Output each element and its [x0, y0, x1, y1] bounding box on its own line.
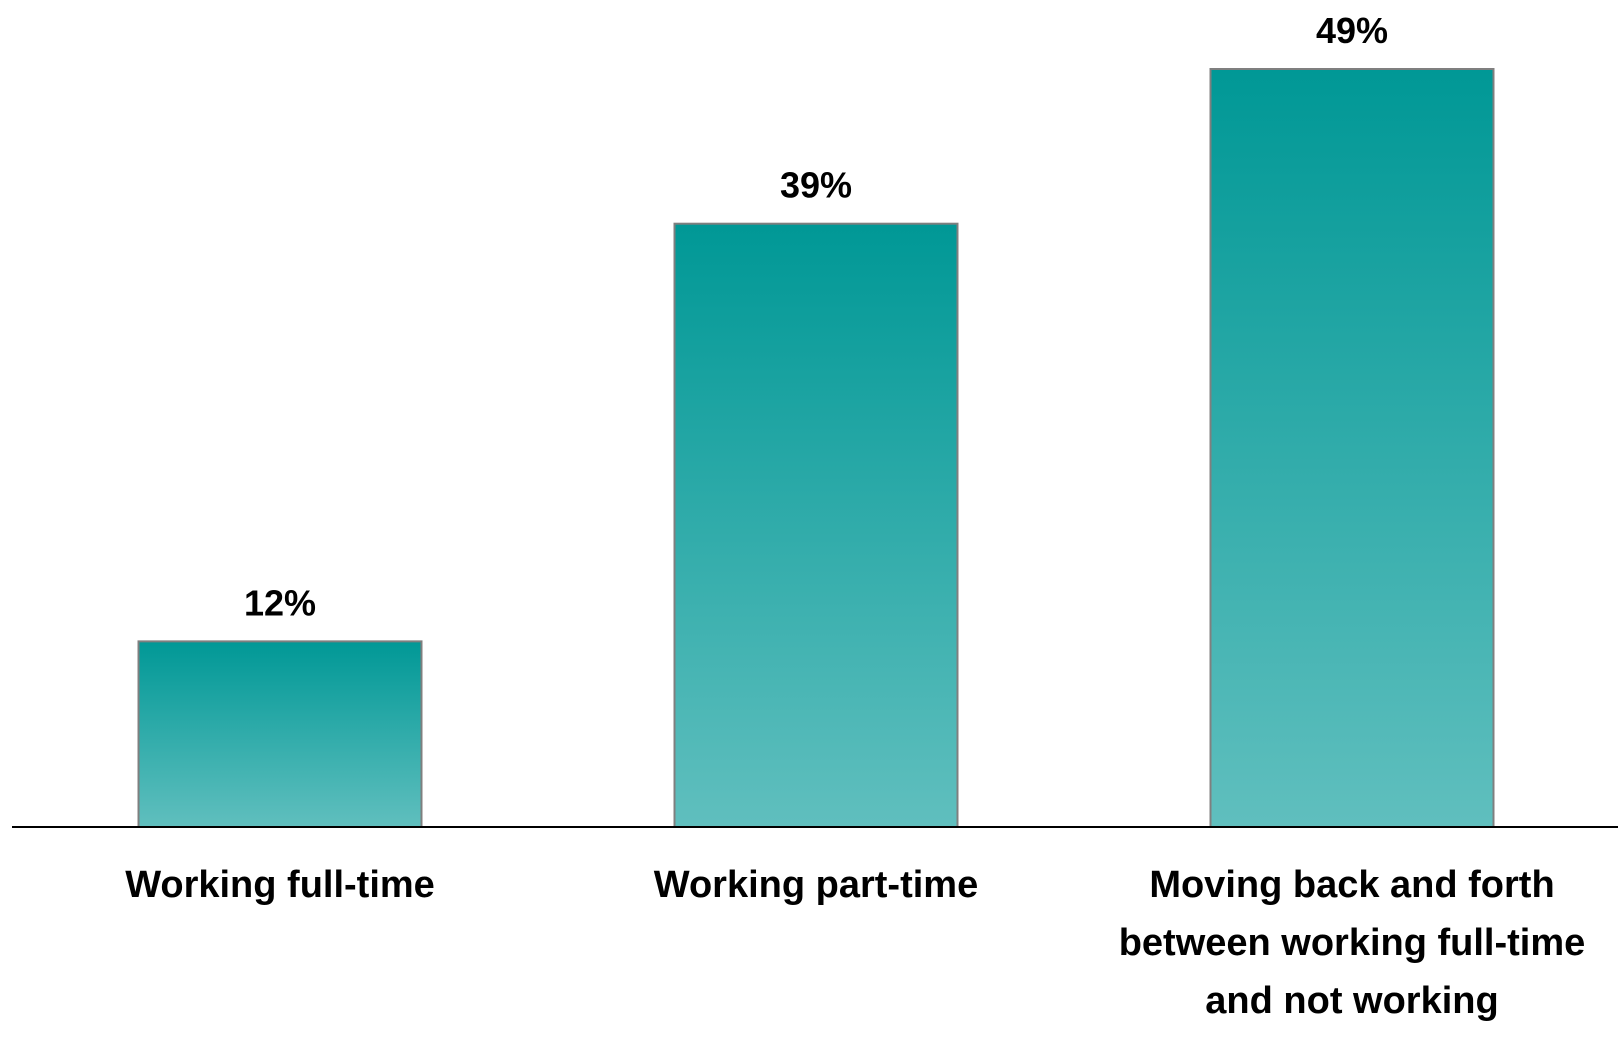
- category-label-2-line-1: Working part-time: [654, 864, 978, 906]
- category-label-1: Working full-time: [125, 864, 435, 906]
- category-labels-layer: Working full-time Working part-time Moving…: [125, 864, 1585, 1022]
- category-label-3: Moving back and forth between working ful…: [1119, 864, 1586, 1022]
- category-label-2: Working part-time: [654, 864, 978, 906]
- category-label-3-line-2: between working full-time: [1119, 922, 1586, 964]
- value-label-1: 12%: [244, 582, 316, 623]
- value-label-2: 39%: [780, 165, 852, 206]
- bars-layer: [137, 68, 1495, 829]
- category-label-1-line-1: Working full-time: [125, 864, 435, 906]
- category-label-3-line-1: Moving back and forth: [1149, 864, 1554, 906]
- bar-2: [673, 222, 959, 829]
- value-labels-layer: 12% 39% 49%: [244, 10, 1388, 623]
- category-label-3-line-3: and not working: [1205, 980, 1498, 1022]
- value-label-3: 49%: [1316, 10, 1388, 51]
- bar-3: [1209, 68, 1495, 828]
- bar-1: [137, 640, 423, 829]
